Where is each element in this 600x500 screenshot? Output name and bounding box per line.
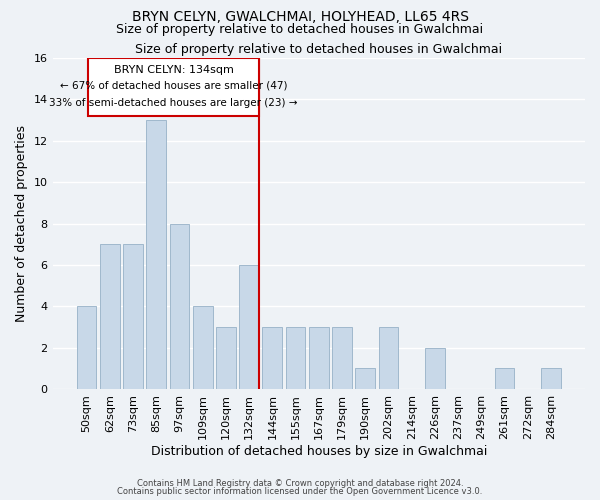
Bar bbox=[425, 348, 445, 389]
Bar bbox=[146, 120, 166, 389]
Bar bbox=[216, 327, 236, 389]
Text: BRYN CELYN: 134sqm: BRYN CELYN: 134sqm bbox=[114, 66, 233, 76]
Bar bbox=[262, 327, 282, 389]
Bar bbox=[355, 368, 375, 389]
Bar bbox=[239, 265, 259, 389]
Text: BRYN CELYN, GWALCHMAI, HOLYHEAD, LL65 4RS: BRYN CELYN, GWALCHMAI, HOLYHEAD, LL65 4R… bbox=[131, 10, 469, 24]
Bar bbox=[77, 306, 97, 389]
Text: Contains HM Land Registry data © Crown copyright and database right 2024.: Contains HM Land Registry data © Crown c… bbox=[137, 478, 463, 488]
Bar bbox=[379, 327, 398, 389]
Text: ← 67% of detached houses are smaller (47): ← 67% of detached houses are smaller (47… bbox=[60, 81, 287, 91]
Bar bbox=[123, 244, 143, 389]
Bar bbox=[286, 327, 305, 389]
Text: Contains public sector information licensed under the Open Government Licence v3: Contains public sector information licen… bbox=[118, 487, 482, 496]
Bar bbox=[332, 327, 352, 389]
Bar bbox=[494, 368, 514, 389]
Y-axis label: Number of detached properties: Number of detached properties bbox=[15, 125, 28, 322]
Bar bbox=[170, 224, 190, 389]
Text: 33% of semi-detached houses are larger (23) →: 33% of semi-detached houses are larger (… bbox=[49, 98, 298, 108]
Bar bbox=[193, 306, 212, 389]
Title: Size of property relative to detached houses in Gwalchmai: Size of property relative to detached ho… bbox=[135, 42, 502, 56]
Text: Size of property relative to detached houses in Gwalchmai: Size of property relative to detached ho… bbox=[116, 22, 484, 36]
X-axis label: Distribution of detached houses by size in Gwalchmai: Distribution of detached houses by size … bbox=[151, 444, 487, 458]
Bar bbox=[541, 368, 561, 389]
Bar bbox=[100, 244, 119, 389]
Bar bbox=[309, 327, 329, 389]
FancyBboxPatch shape bbox=[88, 58, 259, 116]
